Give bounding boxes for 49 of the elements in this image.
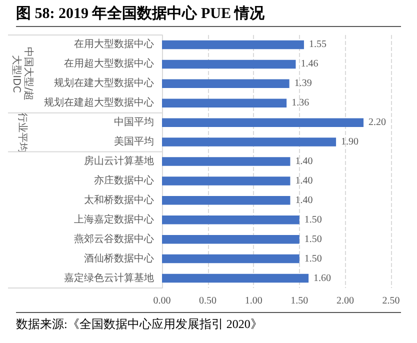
text: 中国大型/超大型IDC (10, 47, 34, 101)
bar (162, 196, 290, 205)
data-label: 1.90 (341, 136, 359, 148)
x-tick-label: 1.00 (244, 296, 262, 306)
text: 行业平均 (16, 112, 28, 152)
bar (162, 234, 300, 244)
bar (162, 138, 336, 146)
data-label: 1.40 (295, 194, 313, 206)
y-tick-label: 在用大型数据中心 (74, 38, 154, 50)
data-label: 1.39 (294, 78, 312, 90)
x-tick-label: 2.50 (382, 296, 400, 306)
bar (162, 118, 364, 127)
data-label: 1.46 (300, 58, 318, 70)
bar (162, 98, 287, 108)
y-tick-label: 燕郊云谷数据中心 (74, 232, 154, 245)
data-label: 1.55 (308, 39, 326, 50)
y-tick-label: 规划在建大型数据中心 (54, 77, 154, 90)
bar (162, 79, 290, 88)
data-label: 1.50 (304, 253, 322, 264)
bar (162, 40, 304, 50)
y-tick-label: 上海嘉定数据中心 (74, 213, 154, 226)
y-tick-label: 亦庄数据中心 (94, 174, 154, 186)
y-tick-label: 嘉定绿色云计算基地 (64, 272, 154, 284)
x-tick-label: 1.50 (290, 296, 308, 306)
x-tick-label: 0.00 (153, 296, 171, 306)
bar (162, 60, 296, 69)
data-label: 1.40 (295, 175, 313, 186)
y-tick-label: 在用超大型数据中心 (64, 58, 154, 70)
y-tick-label: 规划在建超大型数据中心 (44, 96, 154, 109)
bar (162, 274, 309, 283)
data-label: 2.20 (368, 117, 386, 128)
bar (162, 176, 290, 186)
y-tick-label: 中国平均 (114, 116, 154, 128)
y-tick-label: 太和桥数据中心 (84, 194, 154, 206)
data-label: 1.36 (292, 98, 310, 109)
x-tick-label: 0.50 (199, 296, 217, 306)
data-label: 1.50 (304, 214, 322, 226)
bar (162, 254, 300, 264)
y-tick-label: 美国平均 (114, 136, 154, 148)
y-tick-label: 房山云计算基地 (84, 155, 154, 167)
data-label: 1.60 (314, 272, 332, 284)
bar (162, 157, 290, 166)
data-label: 1.40 (295, 156, 313, 167)
chart-title: 图 58: 2019 年全国数据中心 PUE 情况 (16, 0, 401, 27)
x-tick-label: 2.00 (336, 296, 354, 306)
source-note: 数据来源:《全国数据中心应用发展指引 2020》 (16, 312, 401, 335)
bar (162, 216, 300, 224)
data-label: 1.50 (304, 234, 322, 245)
y-tick-label: 酒仙桥数据中心 (84, 252, 154, 264)
